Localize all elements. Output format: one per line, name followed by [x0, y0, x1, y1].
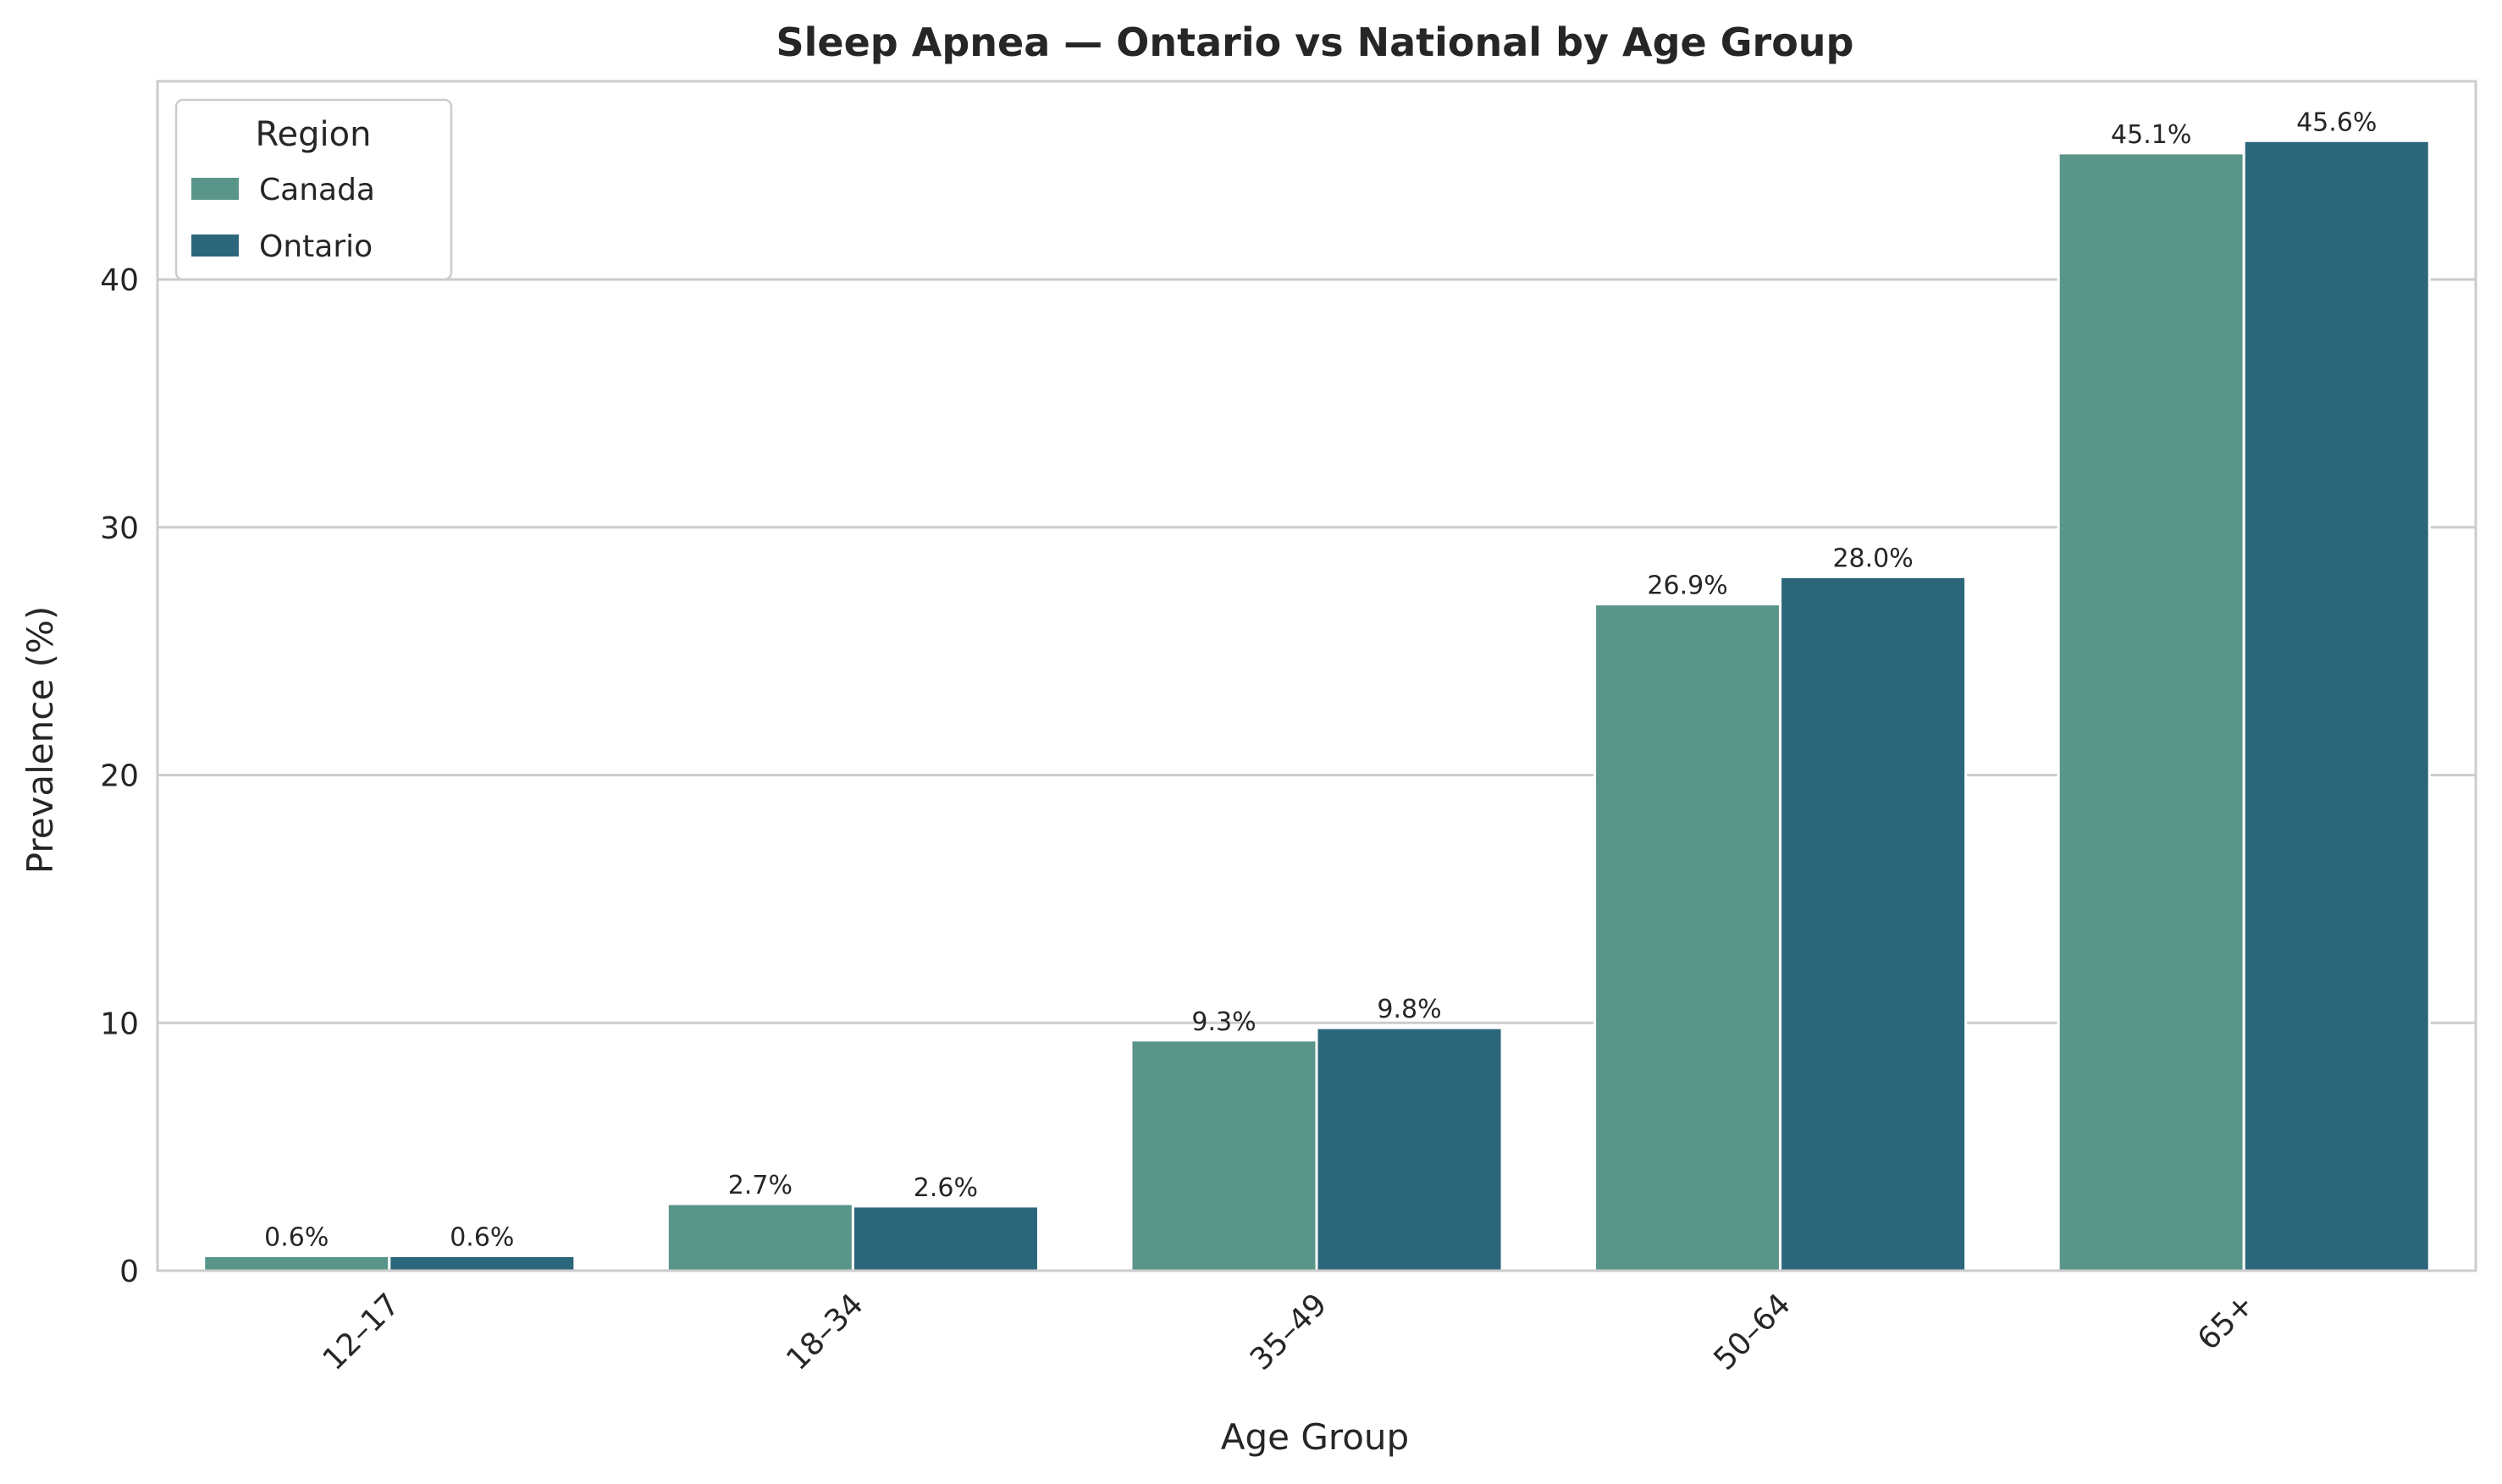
data-label-canada: 2.7% [728, 1171, 793, 1200]
data-label-canada: 45.1% [2111, 120, 2191, 150]
legend-label-ontario: Ontario [259, 229, 373, 264]
y-tick-label: 10 [100, 1007, 139, 1041]
data-label-ontario: 9.8% [1377, 995, 1441, 1024]
bar-ontario [851, 1205, 1040, 1272]
legend: Region Canada Ontario [174, 98, 453, 281]
legend-label-canada: Canada [259, 173, 375, 207]
y-tick-label: 20 [100, 759, 139, 794]
data-label-canada: 26.9% [1647, 571, 1727, 601]
legend-swatch-ontario [191, 234, 239, 257]
data-label-ontario: 0.6% [450, 1222, 514, 1252]
data-label-canada: 0.6% [264, 1222, 329, 1252]
data-label-ontario: 2.6% [914, 1173, 978, 1203]
chart-title: Sleep Apnea — Ontario vs National by Age… [776, 19, 1854, 65]
data-label-ontario: 28.0% [1832, 543, 1913, 573]
bar-ontario [2242, 139, 2431, 1272]
bar-ontario [1315, 1026, 1504, 1272]
bar-ontario [1779, 575, 1968, 1272]
y-tick-label: 0 [119, 1255, 139, 1289]
y-tick-label: 30 [100, 511, 139, 546]
data-label-ontario: 45.6% [2296, 108, 2377, 137]
bar-ontario [388, 1254, 577, 1272]
bar-canada [666, 1202, 854, 1272]
legend-box [174, 98, 453, 281]
bars [202, 139, 2431, 1272]
bar-canada [202, 1254, 391, 1272]
bar-canada [1129, 1039, 1318, 1272]
y-axis-label: Prevalence (%) [19, 606, 61, 874]
bar-canada [1593, 603, 1782, 1272]
data-labels: 0.6% 0.6% 2.7% 2.6% 9.3% 9.8% 26.9% 28.0% 45.1% 4… [264, 108, 2377, 1252]
data-label-canada: 9.3% [1191, 1007, 1256, 1037]
plot-frame [156, 80, 2477, 1272]
y-tick-label: 40 [100, 263, 139, 298]
legend-title: Region [256, 115, 372, 154]
x-axis-label: Age Group [1221, 1416, 1409, 1458]
legend-swatch-canada [191, 178, 239, 200]
bar-canada [2057, 152, 2245, 1272]
